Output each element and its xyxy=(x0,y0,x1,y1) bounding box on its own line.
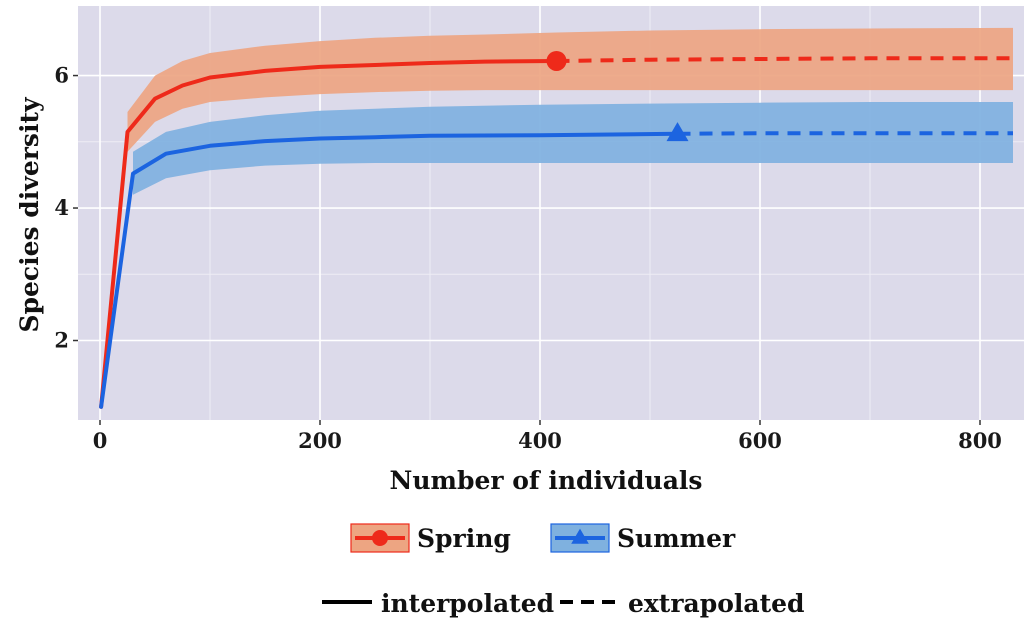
x-tick-label: 400 xyxy=(518,428,562,453)
y-axis-ticks: 2 4 6 xyxy=(54,63,78,353)
y-tick-label: 6 xyxy=(54,63,69,88)
legend: Spring Summer interpolated extrapolated xyxy=(322,523,805,618)
series-lines xyxy=(99,56,1013,409)
spring-reference-marker xyxy=(546,50,567,71)
spring-legend-marker xyxy=(372,530,388,546)
y-tick-label: 2 xyxy=(54,328,69,353)
x-axis-ticks: 0 200 400 600 800 xyxy=(93,420,1002,453)
spring-extrapolated-line xyxy=(556,56,1013,63)
x-tick-label: 800 xyxy=(958,428,1002,453)
y-axis-title: Species diversity xyxy=(15,96,44,333)
x-axis-title: Number of individuals xyxy=(390,466,703,495)
summer-legend-label: Summer xyxy=(617,524,736,553)
summer-reference-marker xyxy=(666,122,689,142)
summer-interpolated-line xyxy=(99,131,680,409)
reference-markers xyxy=(546,50,689,142)
spring-confidence-band xyxy=(127,27,1013,152)
summer-legend-marker xyxy=(571,528,589,544)
spring-legend-label: Spring xyxy=(417,524,511,553)
summer-extrapolated-line xyxy=(677,131,1013,136)
interpolated-legend-label: interpolated xyxy=(381,589,554,618)
x-tick-label: 0 xyxy=(93,428,108,453)
x-tick-label: 600 xyxy=(738,428,782,453)
spring-interpolated-line xyxy=(99,59,559,409)
x-tick-label: 200 xyxy=(298,428,342,453)
summer-confidence-band xyxy=(133,102,1013,195)
y-tick-label: 4 xyxy=(54,195,69,220)
confidence-bands xyxy=(127,27,1013,195)
extrapolated-legend-label: extrapolated xyxy=(628,589,805,618)
